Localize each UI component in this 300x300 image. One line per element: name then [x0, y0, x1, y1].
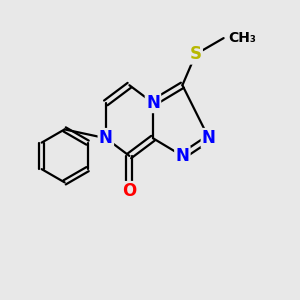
Text: N: N	[99, 129, 113, 147]
Text: N: N	[202, 129, 216, 147]
Text: O: O	[122, 182, 136, 200]
Text: N: N	[146, 94, 160, 112]
Text: S: S	[190, 45, 202, 63]
Text: N: N	[176, 147, 189, 165]
Text: CH₃: CH₃	[228, 31, 256, 45]
